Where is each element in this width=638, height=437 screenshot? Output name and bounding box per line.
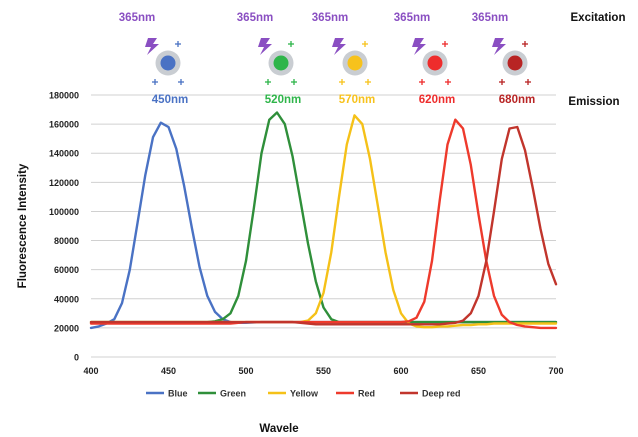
legend-label: Blue: [168, 389, 188, 399]
sparkle-icon: [288, 41, 294, 47]
y-tick-label: 120000: [49, 178, 79, 188]
x-tick-label: 650: [471, 366, 486, 376]
x-tick-label: 550: [316, 366, 331, 376]
y-axis-title: Fluorescence Intensity: [17, 163, 29, 288]
legend-item: Yellow: [268, 389, 319, 399]
excitation-label: 365nm: [472, 12, 508, 24]
legend-label: Yellow: [290, 389, 319, 399]
bead-core-icon: [273, 55, 289, 71]
sparkle-icon: [442, 41, 448, 47]
y-tick-label: 160000: [49, 120, 79, 130]
legend-label: Red: [358, 389, 375, 399]
legend: Blue Green Yellow Red Deep red: [146, 389, 461, 399]
sparkle-icon: [362, 41, 368, 47]
excitation-label: 365nm: [394, 12, 430, 24]
excitation-label: 365nm: [312, 12, 348, 24]
legend-label: Green: [220, 389, 246, 399]
gridlines: [91, 94, 556, 358]
sparkle-icon: [152, 79, 158, 85]
y-tick-label: 180000: [49, 91, 79, 101]
bead-core-icon: [427, 55, 443, 71]
bead-core-icon: [507, 55, 523, 71]
excitation-label: 365nm: [237, 12, 273, 24]
sparkle-icon: [445, 79, 451, 85]
lightning-icon: [145, 38, 159, 55]
x-tick-label: 700: [548, 366, 563, 376]
emitter-3: 365nm 570nm: [312, 12, 375, 106]
lightning-icon: [332, 38, 346, 55]
sparkle-icon: [499, 79, 505, 85]
emission-row-label: Emission: [568, 96, 619, 108]
series-line-deep-red: [89, 125, 558, 326]
legend-item: Red: [336, 389, 375, 399]
bead-core-icon: [160, 55, 176, 71]
emission-label: 620nm: [419, 94, 455, 106]
excitation-row-label: Excitation: [571, 12, 626, 24]
emitter-1: 365nm 450nm: [119, 12, 188, 106]
y-tick-label: 60000: [54, 265, 79, 275]
sparkle-icon: [175, 41, 181, 47]
excitation-label: 365nm: [119, 12, 155, 24]
legend-item: Deep red: [400, 389, 461, 399]
x-tick-label: 400: [83, 366, 98, 376]
y-tick-label: 100000: [49, 207, 79, 217]
emitter-2: 365nm 520nm: [237, 12, 301, 106]
emission-label: 520nm: [265, 94, 301, 106]
series-line-red: [89, 118, 558, 330]
legend-label: Deep red: [422, 389, 461, 399]
y-tick-label: 140000: [49, 149, 79, 159]
sparkle-icon: [265, 79, 271, 85]
lightning-icon: [258, 38, 272, 55]
y-tick-label: 40000: [54, 294, 79, 304]
sparkle-icon: [419, 79, 425, 85]
emission-label: 570nm: [339, 94, 375, 106]
y-tick-label: 80000: [54, 236, 79, 246]
lightning-icon: [412, 38, 426, 55]
lightning-icon: [492, 38, 506, 55]
sparkle-icon: [522, 41, 528, 47]
series-line-yellow: [89, 114, 558, 329]
sparkle-icon: [291, 79, 297, 85]
bead-core-icon: [347, 55, 363, 71]
sparkle-icon: [178, 79, 184, 85]
x-tick-label: 600: [393, 366, 408, 376]
emission-label: 680nm: [499, 94, 535, 106]
sparkle-icon: [525, 79, 531, 85]
x-tick-label: 500: [238, 366, 253, 376]
y-tick-label: 0: [74, 353, 79, 363]
sparkle-icon: [365, 79, 371, 85]
emitter-4: 365nm 620nm: [394, 12, 455, 106]
x-tick-label: 450: [161, 366, 176, 376]
x-axis-title: Wavele: [259, 423, 298, 435]
legend-item: Blue: [146, 389, 188, 399]
sparkle-icon: [339, 79, 345, 85]
legend-item: Green: [198, 389, 246, 399]
y-tick-label: 20000: [54, 323, 79, 333]
emission-label: 450nm: [152, 94, 188, 106]
emitter-5: 365nm 680nm: [472, 12, 535, 106]
